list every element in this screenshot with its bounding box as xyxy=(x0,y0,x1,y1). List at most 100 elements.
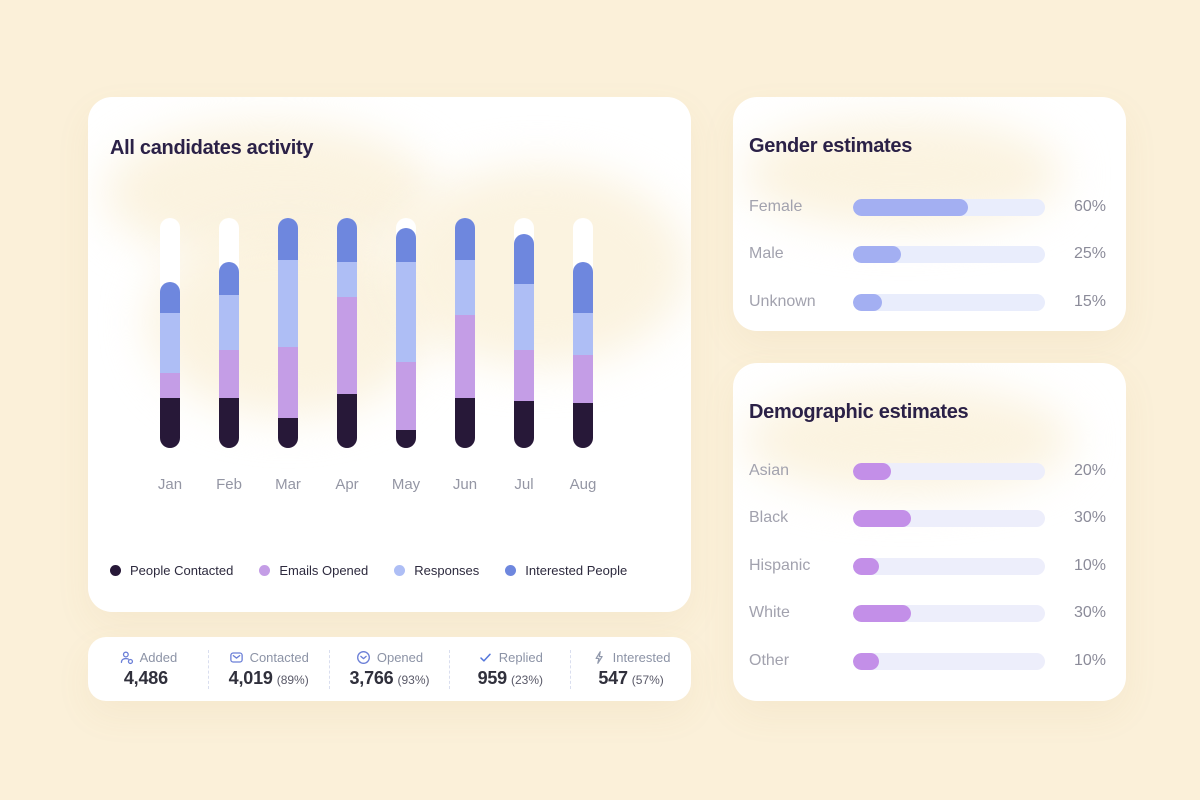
progress-fill xyxy=(853,462,892,480)
bar-segment xyxy=(219,398,239,448)
bar-segment xyxy=(396,430,416,448)
bar-stack xyxy=(337,218,357,448)
progress-fill xyxy=(853,557,879,575)
gender-row-male: Male 25% xyxy=(749,245,1106,263)
chart-legend: People Contacted Emails Opened Responses… xyxy=(110,563,627,578)
demographic-row-black: Black 30% xyxy=(749,509,1106,527)
demographic-row-asian: Asian 20% xyxy=(749,462,1106,480)
lightning-icon xyxy=(592,650,607,665)
month-label: Aug xyxy=(569,476,597,493)
check-icon xyxy=(478,650,493,665)
progress-track xyxy=(853,509,1045,527)
bar-segment xyxy=(278,218,298,260)
legend-item-responses[interactable]: Responses xyxy=(394,563,479,578)
row-label: Female xyxy=(749,198,803,215)
stat-label: Contacted xyxy=(249,649,309,665)
stat-label: Added xyxy=(139,649,178,665)
stat-percent: (89%) xyxy=(276,672,309,687)
stat-value: 3,766 xyxy=(349,667,394,688)
bar-stack xyxy=(219,262,239,448)
envelope-icon xyxy=(229,650,244,665)
stats-row: Added 4,486 Contacted 4,019 (89%) xyxy=(88,637,691,701)
month-label: Feb xyxy=(216,476,242,493)
stacked-bar-chart: Jan Feb Mar Apr May Jun Jul Aug xyxy=(158,218,596,493)
bar-segment xyxy=(573,313,593,355)
progress-fill xyxy=(853,604,911,622)
stat-value: 4,019 xyxy=(228,667,273,688)
gender-estimates-card: Gender estimates Female 60% Male 25% Unk… xyxy=(733,97,1126,331)
activity-card-title: All candidates activity xyxy=(110,137,314,159)
stat-label: Opened xyxy=(376,649,424,665)
progress-track xyxy=(853,652,1045,670)
bar-mar[interactable]: Mar xyxy=(275,218,301,493)
demographic-estimates-card: Demographic estimates Asian 20% Black 30… xyxy=(733,363,1126,701)
bar-segment xyxy=(455,315,475,398)
stat-opened: Opened 3,766 (93%) xyxy=(328,649,450,689)
bar-segment xyxy=(455,218,475,260)
gender-card-title: Gender estimates xyxy=(749,135,913,157)
bar-segment xyxy=(278,418,298,448)
stat-contacted: Contacted 4,019 (89%) xyxy=(207,649,329,689)
progress-fill xyxy=(853,245,901,263)
legend-label: Interested People xyxy=(525,563,628,578)
bar-feb[interactable]: Feb xyxy=(216,218,242,493)
bar-segment xyxy=(514,284,534,350)
bar-stack xyxy=(455,218,475,448)
bar-apr[interactable]: Apr xyxy=(335,218,359,493)
bar-segment xyxy=(573,403,593,448)
stat-value: 959 xyxy=(477,667,508,688)
bar-aug[interactable]: Aug xyxy=(570,218,596,493)
demographic-row-other: Other 10% xyxy=(749,652,1106,670)
activity-card: All candidates activity Jan Feb Mar Apr May J… xyxy=(88,97,691,612)
envelope-open-icon xyxy=(356,650,371,665)
stat-label: Interested xyxy=(612,649,671,665)
bar-segment xyxy=(396,262,416,362)
bar-segment xyxy=(514,350,534,401)
gender-row-unknown: Unknown 15% xyxy=(749,293,1106,311)
demographic-row-white: White 30% xyxy=(749,604,1106,622)
stat-interested: Interested 547 (57%) xyxy=(570,649,691,689)
bar-segment xyxy=(160,398,180,448)
legend-item-emails-opened[interactable]: Emails Opened xyxy=(259,563,368,578)
progress-track xyxy=(853,198,1045,216)
bar-segment xyxy=(278,260,298,347)
row-label: Black xyxy=(749,509,789,526)
row-percent: 20% xyxy=(1073,462,1106,479)
progress-track xyxy=(853,557,1045,575)
bar-segment xyxy=(219,262,239,295)
row-label: White xyxy=(749,604,790,621)
responses-dot-icon xyxy=(394,565,406,576)
legend-label: People Contacted xyxy=(130,563,234,578)
legend-item-people-contacted[interactable]: People Contacted xyxy=(110,563,233,578)
bar-segment xyxy=(514,401,534,448)
row-label: Asian xyxy=(749,462,790,479)
bar-jun[interactable]: Jun xyxy=(453,218,477,493)
bar-segment xyxy=(219,350,239,398)
progress-track xyxy=(853,604,1045,622)
bar-segment xyxy=(396,362,416,430)
interested-people-dot-icon xyxy=(505,565,517,576)
month-label: May xyxy=(391,476,421,493)
stat-replied: Replied 959 (23%) xyxy=(449,649,570,689)
stats-summary-card: Added 4,486 Contacted 4,019 (89%) xyxy=(88,637,691,701)
progress-track xyxy=(853,245,1045,263)
bar-segment xyxy=(160,313,180,373)
month-label: Apr xyxy=(335,476,359,493)
progress-track xyxy=(853,462,1045,480)
bar-jan[interactable]: Jan xyxy=(158,218,182,493)
bar-may[interactable]: May xyxy=(392,218,420,493)
bar-stack xyxy=(278,218,298,448)
gender-row-female: Female 60% xyxy=(749,198,1106,216)
stat-added: Added 4,486 xyxy=(88,650,208,689)
legend-label: Emails Opened xyxy=(279,563,369,578)
legend-item-interested-people[interactable]: Interested People xyxy=(505,563,627,578)
bar-stack xyxy=(514,234,534,448)
bar-stack xyxy=(396,228,416,448)
demographic-card-title: Demographic estimates xyxy=(749,401,969,423)
stat-label: Replied xyxy=(498,649,543,665)
bar-jul[interactable]: Jul xyxy=(514,218,534,493)
month-label: Jun xyxy=(452,476,478,493)
bar-segment xyxy=(573,262,593,313)
bar-segment xyxy=(337,218,357,262)
month-label: Jul xyxy=(514,476,534,493)
